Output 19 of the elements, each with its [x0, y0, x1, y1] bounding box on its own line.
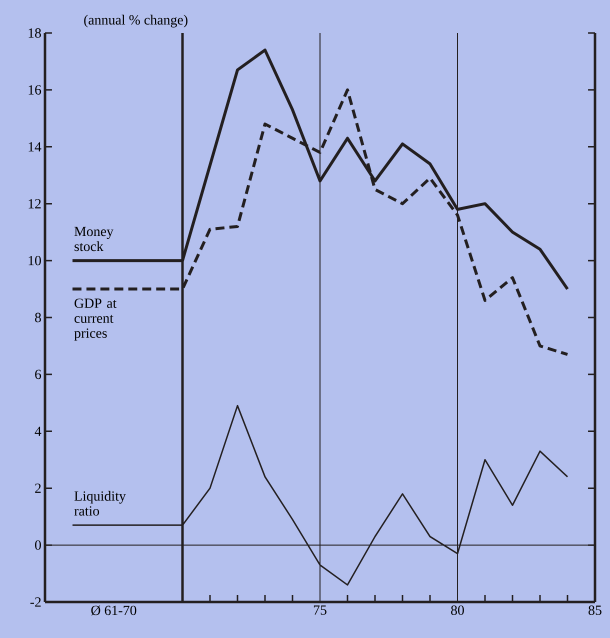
series-label: GDP at current prices — [74, 298, 117, 341]
y-tick-label: 8 — [35, 312, 41, 322]
y-tick-label: 2 — [35, 484, 41, 493]
y-tick-label: 16 — [28, 85, 42, 95]
y-axis-title: (annual % change) — [84, 14, 188, 28]
x-tick-label: 75 — [314, 606, 326, 615]
y-tick-label: 4 — [34, 426, 42, 436]
series-label: Money stock — [74, 226, 114, 252]
y-tick-label: 18 — [28, 28, 41, 38]
x-tick-label: 85 — [588, 606, 602, 615]
x-tick-label: Ø 61-70 — [91, 606, 136, 616]
series-label: Liquidity ratio — [74, 490, 126, 516]
y-tick-label: 10 — [28, 256, 41, 266]
y-tick-label: 6 — [35, 370, 42, 380]
y-tick-label: 14 — [28, 142, 42, 152]
y-tick-label: 12 — [28, 199, 41, 208]
y-tick-label: -2 — [30, 597, 41, 607]
y-tick-label: 0 — [35, 540, 41, 550]
x-tick-label: 80 — [451, 606, 464, 615]
